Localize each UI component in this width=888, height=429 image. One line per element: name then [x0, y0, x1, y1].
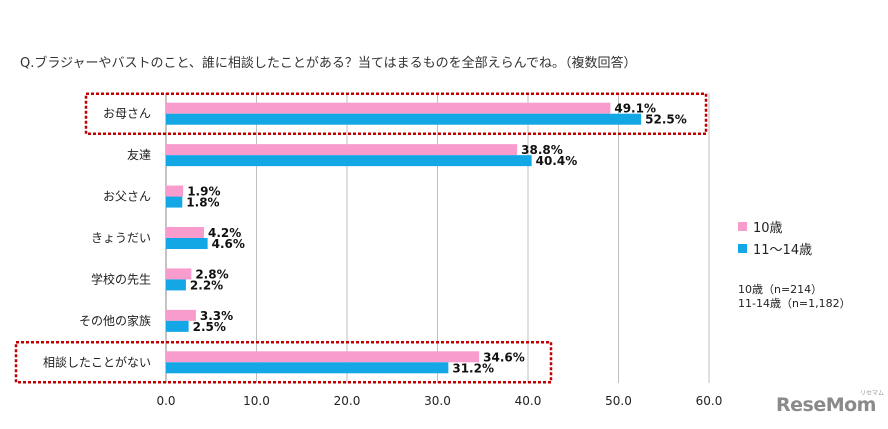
legend: 10歳 11〜14歳 — [738, 215, 812, 259]
labels: 0.0 10.0 20.0 30.0 40.0 50.0 60.0 お母さん 49.1%52.5… — [43, 102, 722, 408]
bar-10 — [166, 268, 192, 280]
resemom-logo: ReseMom — [776, 394, 876, 416]
bar-11-14 — [166, 362, 449, 374]
data-label: 31.2% — [452, 361, 494, 375]
data-label: 1.8% — [186, 196, 219, 210]
x-tick-label: 10.0 — [243, 394, 270, 408]
x-tick-label: 0.0 — [156, 394, 175, 408]
highlight-boxes — [14, 92, 708, 384]
legend-swatch-11-14 — [738, 243, 747, 253]
bar-11-14 — [166, 196, 183, 208]
category-label: きょうだい — [91, 231, 151, 245]
data-label: 2.2% — [190, 278, 223, 292]
highlight-box — [14, 341, 553, 384]
sample-size-note: 10歳（n=214） 11-14歳（n=1,182） — [738, 283, 851, 311]
bar-10 — [166, 227, 205, 238]
data-label: 49.1% — [614, 102, 656, 116]
category-label: 学校の先生 — [91, 271, 151, 286]
sample-size-10: 10歳（n=214） — [738, 283, 823, 296]
data-label: 40.4% — [536, 154, 578, 168]
data-label: 2.8% — [195, 267, 228, 281]
x-tick-label: 50.0 — [605, 394, 632, 408]
highlight-box — [84, 92, 708, 135]
data-label: 3.3% — [200, 309, 233, 323]
bar-10 — [166, 309, 196, 321]
data-label: 52.5% — [645, 113, 687, 127]
legend-label-11-14: 11〜14歳 — [753, 242, 813, 258]
category-label: 相談したことがない — [43, 354, 151, 369]
category-label: お父さん — [103, 190, 151, 204]
bars — [166, 102, 642, 374]
category-label: 友達 — [127, 148, 151, 162]
legend-item-10: 10歳 — [738, 215, 812, 237]
x-tick-label: 30.0 — [424, 394, 451, 408]
x-tick-label: 60.0 — [696, 394, 723, 408]
bar-10 — [166, 351, 480, 363]
x-tick-label: 40.0 — [515, 394, 542, 408]
bar-11-14 — [166, 238, 208, 249]
bar-10 — [166, 185, 184, 197]
bar-11-14 — [166, 113, 642, 125]
bar-11-14 — [166, 320, 189, 332]
gridlines — [165, 93, 710, 383]
category-label: その他の家族 — [79, 313, 151, 328]
bar-10 — [166, 144, 518, 156]
bar-11-14 — [166, 279, 186, 291]
sample-size-11-14: 11-14歳（n=1,182） — [738, 297, 851, 310]
bar-10 — [166, 102, 611, 114]
data-label: 4.2% — [208, 226, 241, 240]
data-label: 1.9% — [187, 185, 220, 199]
data-label: 34.6% — [483, 350, 525, 364]
question-title: Q.ブラジャーやバストのこと、誰に相談したことがある？当てはまるものを全部えらん… — [20, 56, 637, 71]
legend-swatch-10 — [738, 221, 747, 231]
data-label: 38.8% — [521, 143, 563, 157]
x-tick-label: 20.0 — [334, 394, 361, 408]
data-label: 2.5% — [193, 320, 226, 334]
legend-item-11-14: 11〜14歳 — [738, 237, 812, 259]
bar-11-14 — [166, 155, 532, 167]
data-label: 4.6% — [212, 237, 245, 251]
resemom-logo-kana: リセマム — [860, 390, 885, 397]
category-label: お母さん — [103, 107, 151, 121]
legend-label-10: 10歳 — [753, 220, 783, 236]
